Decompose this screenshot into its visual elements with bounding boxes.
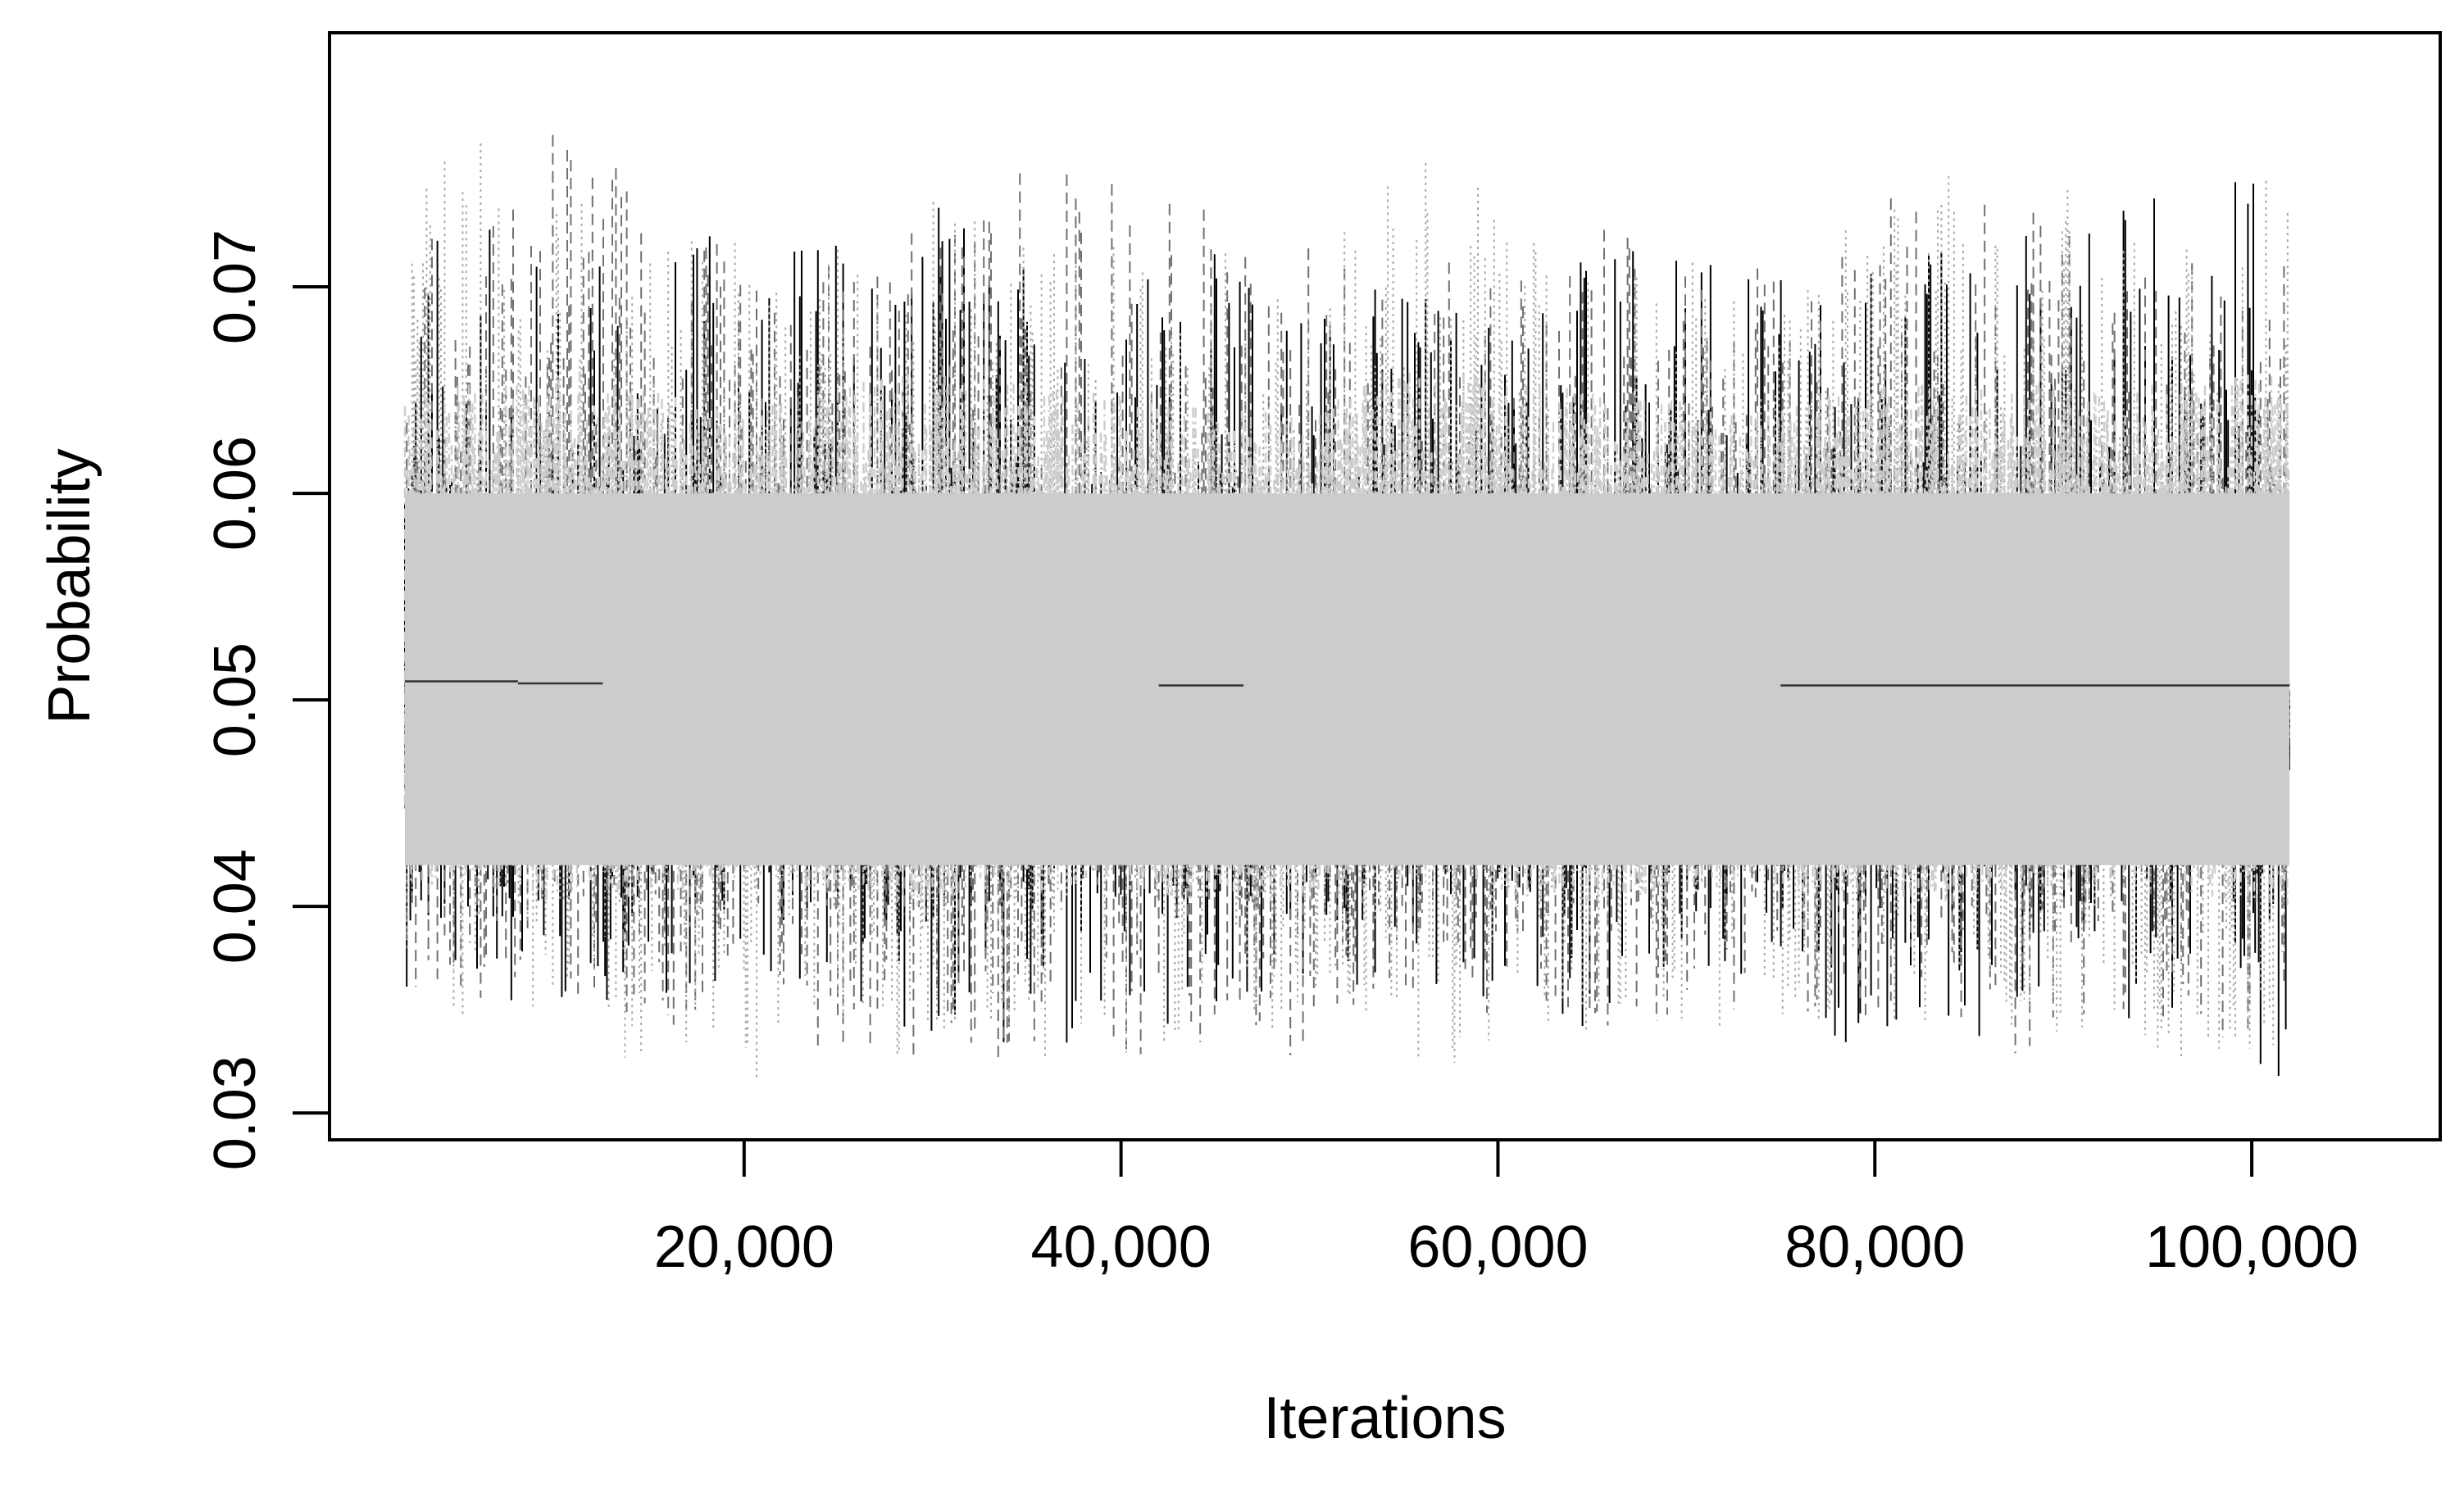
y-axis: 0.03 0.04 0.05 0.06 0.07 [202, 229, 330, 1170]
x-axis-label: Iterations [1263, 1386, 1506, 1451]
trace-lines-group [403, 134, 2290, 1080]
dense-band [404, 493, 2290, 865]
band-fill [404, 493, 2290, 865]
y-tick-label: 0.07 [202, 229, 268, 344]
plot-frame [328, 31, 2442, 1141]
y-tick-label: 0.06 [202, 436, 268, 551]
x-tick-label: 80,000 [1784, 1214, 1965, 1280]
x-tick-label: 20,000 [654, 1214, 834, 1280]
y-tick-label: 0.04 [202, 849, 268, 964]
x-tick-label: 40,000 [1031, 1214, 1212, 1280]
y-axis-label: Probability [37, 448, 102, 724]
x-axis: 20,000 40,000 60,000 80,000 100,000 [654, 1140, 2358, 1280]
y-tick-label: 0.05 [202, 642, 268, 757]
y-tick-label: 0.03 [202, 1055, 268, 1170]
flat-segments-group [404, 680, 2290, 687]
x-tick-label: 100,000 [2145, 1214, 2358, 1280]
x-tick-label: 60,000 [1407, 1214, 1588, 1280]
